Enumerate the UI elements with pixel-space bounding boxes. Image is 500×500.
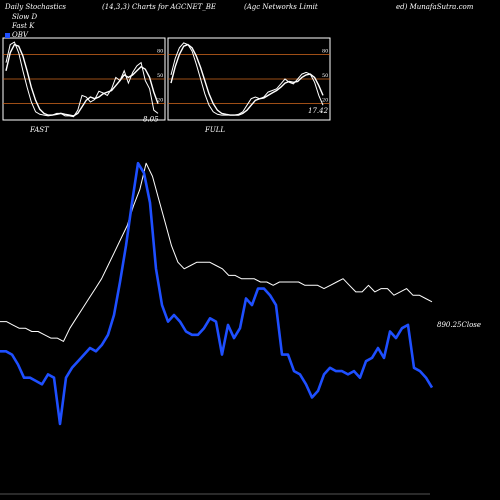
header-symbol: (14,3,3) Charts for AGCNET_BE bbox=[102, 3, 217, 11]
y-tick-label: 20 bbox=[157, 98, 163, 104]
legend-label: Slow D bbox=[12, 13, 38, 21]
series-line-slow-d bbox=[5, 43, 159, 117]
last-close-label: 890.25Close bbox=[437, 321, 481, 329]
series-line-close bbox=[0, 162, 433, 342]
legend-swatch bbox=[5, 23, 10, 29]
series-line-obv bbox=[0, 161, 434, 426]
full-stochastic-panel: 80 50 20 17.42 bbox=[167, 37, 331, 121]
header-company: (Agc Networks Limit bbox=[244, 3, 318, 11]
full-panel-label: FULL bbox=[205, 126, 226, 134]
header-title: Daily Stochastics bbox=[5, 3, 67, 11]
legend-obv: OBV bbox=[5, 31, 28, 39]
legend-label: OBV bbox=[12, 31, 28, 39]
legend-swatch bbox=[5, 32, 10, 38]
series-line-fast-k bbox=[170, 42, 324, 116]
fast-stochastic-panel: 80 50 20 8.05 bbox=[2, 37, 166, 123]
last-value-label: 8.05 bbox=[143, 115, 159, 123]
series-line-slow-d bbox=[170, 43, 324, 116]
fast-panel-label: FAST bbox=[30, 126, 49, 134]
last-value-label: 17.42 bbox=[308, 107, 329, 115]
y-tick-label: 80 bbox=[157, 48, 163, 54]
y-tick-label: 20 bbox=[322, 98, 328, 104]
legend-fast-k: Fast K bbox=[5, 22, 34, 30]
legend-slow-d: Slow D bbox=[5, 13, 37, 21]
y-tick-label: 50 bbox=[157, 73, 163, 79]
y-tick-label: 80 bbox=[322, 48, 328, 54]
price-obv-panel: 890.25Close bbox=[0, 161, 481, 495]
legend-label: Fast K bbox=[12, 22, 35, 30]
legend-swatch bbox=[5, 14, 10, 20]
y-tick-label: 50 bbox=[322, 73, 328, 79]
header-source: ed) MunafaSutra.com bbox=[396, 3, 474, 11]
series-line-fast-k bbox=[5, 41, 159, 118]
